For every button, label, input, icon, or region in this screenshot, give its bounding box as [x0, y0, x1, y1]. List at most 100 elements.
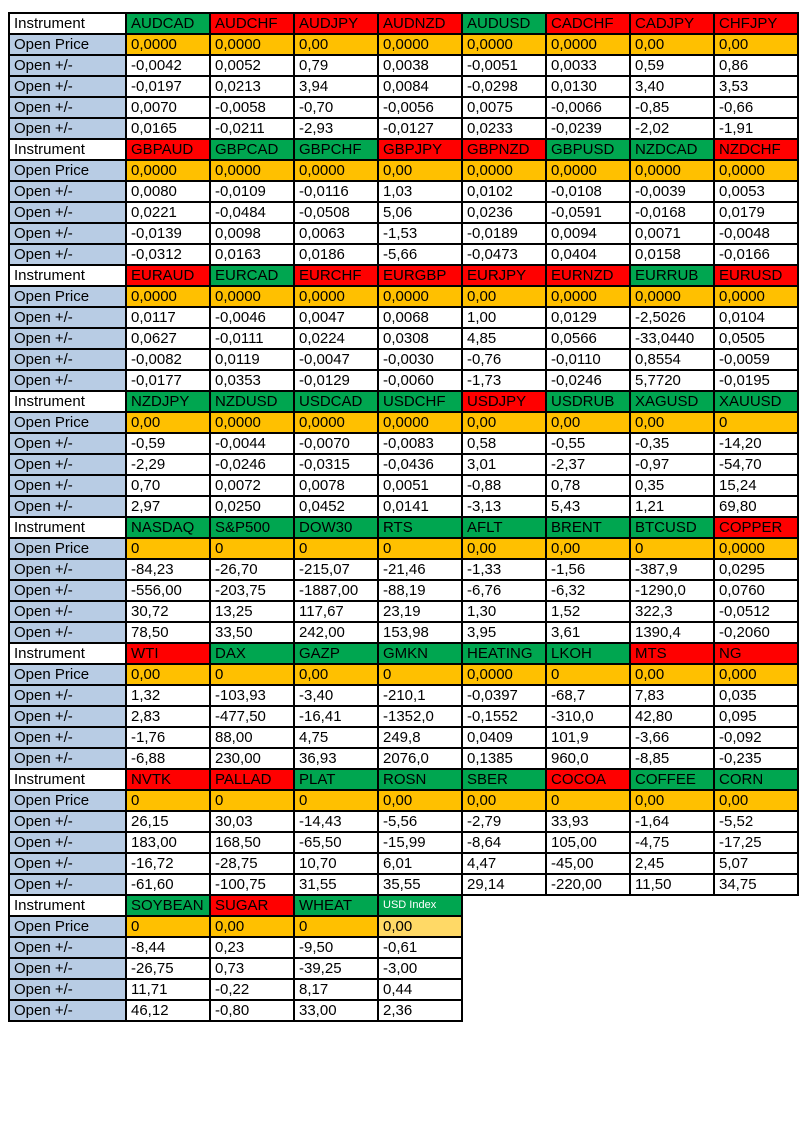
open-change-cell[interactable]: -3,13 [461, 495, 547, 518]
open-price-cell[interactable]: 0,0000 [293, 285, 379, 308]
open-change-cell[interactable]: -215,07 [293, 558, 379, 581]
open-change-cell[interactable]: 0,44 [377, 978, 463, 1001]
open-change-cell[interactable]: 0,79 [293, 54, 379, 77]
open-change-cell[interactable]: -0,0315 [293, 453, 379, 476]
open-change-cell[interactable]: 0,8554 [629, 348, 715, 371]
open-change-cell[interactable]: 0,0353 [209, 369, 295, 392]
open-change-cell[interactable]: 6,01 [377, 852, 463, 875]
open-change-cell[interactable]: -0,0591 [545, 201, 631, 224]
row-label-open-price[interactable]: Open Price [8, 285, 127, 308]
open-change-cell[interactable]: -0,0484 [209, 201, 295, 224]
instrument-header-cell[interactable]: CORN [713, 768, 799, 791]
instrument-header-cell[interactable]: GBPUSD [545, 138, 631, 161]
open-change-cell[interactable]: -0,0048 [713, 222, 799, 245]
open-change-cell[interactable]: 249,8 [377, 726, 463, 749]
open-change-cell[interactable]: 1,21 [629, 495, 715, 518]
open-change-cell[interactable]: 29,14 [461, 873, 547, 896]
open-change-cell[interactable]: 7,83 [629, 684, 715, 707]
instrument-header-cell[interactable]: AUDCAD [125, 12, 211, 35]
instrument-header-cell[interactable]: GAZP [293, 642, 379, 665]
open-change-cell[interactable]: -16,72 [125, 852, 211, 875]
open-change-cell[interactable]: -1,76 [125, 726, 211, 749]
open-price-cell[interactable]: 0 [545, 789, 631, 812]
open-change-cell[interactable]: -65,50 [293, 831, 379, 854]
open-change-cell[interactable]: 0,0236 [461, 201, 547, 224]
open-change-cell[interactable]: -8,64 [461, 831, 547, 854]
instrument-header-cell[interactable]: WTI [125, 642, 211, 665]
open-change-cell[interactable]: 11,71 [125, 978, 211, 1001]
open-price-cell[interactable]: 0,0000 [629, 285, 715, 308]
open-change-cell[interactable]: 2,83 [125, 705, 211, 728]
open-change-cell[interactable]: 15,24 [713, 474, 799, 497]
open-change-cell[interactable]: -2,5026 [629, 306, 715, 329]
open-change-cell[interactable]: 5,7720 [629, 369, 715, 392]
open-change-cell[interactable]: 0,0051 [377, 474, 463, 497]
row-label-open-price[interactable]: Open Price [8, 537, 127, 560]
open-change-cell[interactable]: 0,0033 [545, 54, 631, 77]
open-price-cell[interactable]: 0,00 [461, 537, 547, 560]
open-change-cell[interactable]: -0,0239 [545, 117, 631, 140]
open-price-cell[interactable]: 0 [209, 663, 295, 686]
row-label-instrument[interactable]: Instrument [8, 264, 127, 287]
open-change-cell[interactable]: -0,61 [377, 936, 463, 959]
open-change-cell[interactable]: 0,0566 [545, 327, 631, 350]
open-change-cell[interactable]: 0,035 [713, 684, 799, 707]
open-price-cell[interactable]: 0,0000 [377, 411, 463, 434]
row-label-open-change[interactable]: Open +/- [8, 684, 127, 707]
open-change-cell[interactable]: -0,0042 [125, 54, 211, 77]
open-change-cell[interactable]: 1,03 [377, 180, 463, 203]
open-change-cell[interactable]: -103,93 [209, 684, 295, 707]
row-label-open-change[interactable]: Open +/- [8, 852, 127, 875]
open-change-cell[interactable]: -8,85 [629, 747, 715, 770]
open-change-cell[interactable]: -0,0066 [545, 96, 631, 119]
open-change-cell[interactable]: 3,95 [461, 621, 547, 644]
open-change-cell[interactable]: -0,0082 [125, 348, 211, 371]
open-change-cell[interactable]: 35,55 [377, 873, 463, 896]
open-change-cell[interactable]: 0,0295 [713, 558, 799, 581]
open-change-cell[interactable]: -0,0046 [209, 306, 295, 329]
instrument-header-cell[interactable]: CADJPY [629, 12, 715, 35]
open-change-cell[interactable]: 242,00 [293, 621, 379, 644]
row-label-open-change[interactable]: Open +/- [8, 726, 127, 749]
open-change-cell[interactable]: 0,73 [209, 957, 295, 980]
open-change-cell[interactable]: -68,7 [545, 684, 631, 707]
open-change-cell[interactable]: -26,75 [125, 957, 211, 980]
open-price-cell[interactable]: 0,00 [293, 663, 379, 686]
instrument-header-cell[interactable]: USDCHF [377, 390, 463, 413]
open-change-cell[interactable]: 5,43 [545, 495, 631, 518]
instrument-header-cell[interactable]: GBPJPY [377, 138, 463, 161]
open-change-cell[interactable]: 0,0163 [209, 243, 295, 266]
row-label-open-change[interactable]: Open +/- [8, 558, 127, 581]
instrument-header-cell[interactable]: EURGBP [377, 264, 463, 287]
open-change-cell[interactable]: -0,0116 [293, 180, 379, 203]
row-label-instrument[interactable]: Instrument [8, 642, 127, 665]
open-price-cell[interactable]: 0,00 [461, 285, 547, 308]
open-change-cell[interactable]: 88,00 [209, 726, 295, 749]
open-change-cell[interactable]: -2,37 [545, 453, 631, 476]
open-change-cell[interactable]: 0,0213 [209, 75, 295, 98]
row-label-open-change[interactable]: Open +/- [8, 75, 127, 98]
open-change-cell[interactable]: -4,75 [629, 831, 715, 854]
open-change-cell[interactable]: 0,0068 [377, 306, 463, 329]
open-change-cell[interactable]: 322,3 [629, 600, 715, 623]
instrument-header-cell[interactable]: XAGUSD [629, 390, 715, 413]
open-change-cell[interactable]: 2076,0 [377, 747, 463, 770]
open-change-cell[interactable]: 1,32 [125, 684, 211, 707]
instrument-header-cell[interactable]: XAUUSD [713, 390, 799, 413]
open-change-cell[interactable]: 0,0078 [293, 474, 379, 497]
open-change-cell[interactable]: -84,23 [125, 558, 211, 581]
instrument-header-cell[interactable]: CADCHF [545, 12, 631, 35]
open-change-cell[interactable]: -203,75 [209, 579, 295, 602]
open-change-cell[interactable]: 105,00 [545, 831, 631, 854]
open-change-cell[interactable]: 0,0224 [293, 327, 379, 350]
open-change-cell[interactable]: 46,12 [125, 999, 211, 1022]
open-change-cell[interactable]: -310,0 [545, 705, 631, 728]
open-price-cell[interactable]: 0,0000 [125, 159, 211, 182]
open-change-cell[interactable]: 78,50 [125, 621, 211, 644]
row-label-instrument[interactable]: Instrument [8, 768, 127, 791]
open-change-cell[interactable]: 0,0233 [461, 117, 547, 140]
instrument-header-cell[interactable]: PLAT [293, 768, 379, 791]
open-change-cell[interactable]: 0,0117 [125, 306, 211, 329]
instrument-header-cell[interactable]: COFFEE [629, 768, 715, 791]
open-change-cell[interactable]: -1887,00 [293, 579, 379, 602]
